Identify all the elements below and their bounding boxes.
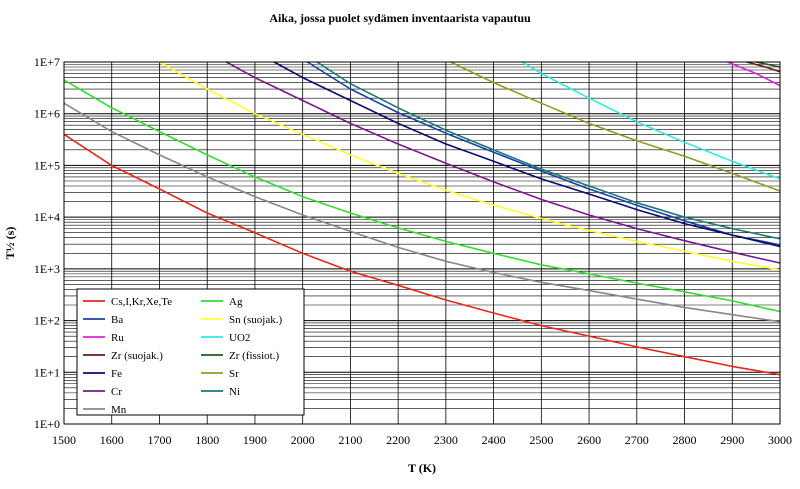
legend-label: Zr (fissiot.) bbox=[229, 350, 279, 362]
series-line-mn bbox=[63, 102, 781, 323]
legend-item: Sn (suojak.) bbox=[201, 314, 283, 326]
series-line-ba bbox=[306, 61, 781, 246]
x-tick-label: 2900 bbox=[720, 433, 744, 447]
y-tick-label: 1E+6 bbox=[34, 107, 60, 121]
y-tick-labels: 1E+0 1E+1 1E+2 1E+3 1E+4 1E+5 1E+6 1E+7 bbox=[34, 55, 60, 431]
x-tick-label: 2300 bbox=[434, 433, 458, 447]
y-tick-label: 1E+5 bbox=[34, 158, 60, 172]
legend-label: Zr (suojak.) bbox=[111, 350, 163, 362]
series-line-zr-fissiot bbox=[755, 61, 781, 68]
series-line-sr bbox=[450, 61, 781, 192]
legend-label: Sn (suojak.) bbox=[229, 314, 283, 326]
y-tick-label: 1E+0 bbox=[34, 417, 60, 431]
series-line-ni bbox=[316, 61, 781, 240]
x-tick-label: 2800 bbox=[673, 433, 697, 447]
x-tick-labels: 1500 1600 1700 1800 1900 2000 2100 2200 2300 2400… bbox=[52, 433, 792, 447]
legend-item: Fe bbox=[83, 368, 122, 380]
series-line-ag bbox=[63, 79, 781, 313]
legend-item: Mn bbox=[83, 404, 127, 416]
x-tick-label: 2000 bbox=[291, 433, 315, 447]
x-tick-label: 2200 bbox=[386, 433, 410, 447]
y-tick-label: 1E+3 bbox=[34, 262, 60, 276]
legend-label: Sr bbox=[229, 368, 239, 380]
legend-label: Ru bbox=[111, 332, 124, 344]
x-tick-label: 2100 bbox=[338, 433, 362, 447]
legend-item: Zr (fissiot.) bbox=[201, 350, 279, 362]
y-tick-label: 1E+7 bbox=[34, 55, 60, 69]
x-tick-label: 2600 bbox=[577, 433, 601, 447]
plot-frame bbox=[63, 61, 781, 425]
legend-item: Zr (suojak.) bbox=[83, 350, 163, 362]
y-tick-label: 1E+1 bbox=[34, 365, 60, 379]
series-line-uo2 bbox=[521, 61, 781, 180]
legend-label: Cs,I,Kr,Xe,Te bbox=[111, 296, 172, 308]
x-tick-label: 3000 bbox=[768, 433, 792, 447]
x-tick-label: 1800 bbox=[195, 433, 219, 447]
series-line-zr-suojak bbox=[746, 61, 781, 73]
chart-title: Aika, jossa puolet sydämen inventaarista… bbox=[269, 11, 531, 25]
y-tick-label: 1E+2 bbox=[34, 314, 60, 328]
series-line-sn-suojak bbox=[159, 61, 781, 271]
grid bbox=[63, 62, 781, 425]
legend-item: Cs,I,Kr,Xe,Te bbox=[83, 296, 172, 308]
x-tick-label: 1500 bbox=[52, 433, 76, 447]
x-tick-label: 2700 bbox=[625, 433, 649, 447]
legend-label: Fe bbox=[111, 368, 122, 380]
x-tick-label: 1900 bbox=[243, 433, 267, 447]
x-tick-label: 2400 bbox=[482, 433, 506, 447]
series-line-fe bbox=[273, 61, 781, 248]
x-tick-label: 1700 bbox=[147, 433, 171, 447]
legend: Cs,I,Kr,Xe,Te Ag Ba Sn (suojak.) Ru UO2 Zr (su… bbox=[76, 288, 305, 416]
legend-label: Ni bbox=[229, 386, 240, 398]
legend-box bbox=[76, 288, 305, 416]
series-line-ru bbox=[727, 61, 781, 87]
x-tick-label: 2500 bbox=[529, 433, 553, 447]
y-tick-label: 1E+4 bbox=[34, 210, 60, 224]
legend-label: Cr bbox=[111, 386, 122, 398]
series-line-cr bbox=[225, 61, 781, 264]
legend-label: Mn bbox=[111, 404, 127, 416]
legend-item: Ru bbox=[83, 332, 124, 344]
legend-item: Ag bbox=[201, 296, 243, 308]
legend-item: Ni bbox=[201, 386, 240, 398]
legend-label: Ba bbox=[111, 314, 123, 326]
series-lines bbox=[63, 61, 781, 376]
y-axis-label: T½ (s) bbox=[3, 227, 17, 260]
x-axis-label: T (K) bbox=[408, 461, 436, 475]
legend-item: Sr bbox=[201, 368, 239, 380]
legend-item: UO2 bbox=[201, 332, 250, 344]
legend-item: Ba bbox=[83, 314, 123, 326]
legend-item: Cr bbox=[83, 386, 122, 398]
legend-label: UO2 bbox=[229, 332, 250, 344]
series-line-cs-i-kr-xe-te bbox=[63, 133, 781, 376]
x-tick-label: 1600 bbox=[100, 433, 124, 447]
legend-label: Ag bbox=[229, 296, 243, 308]
